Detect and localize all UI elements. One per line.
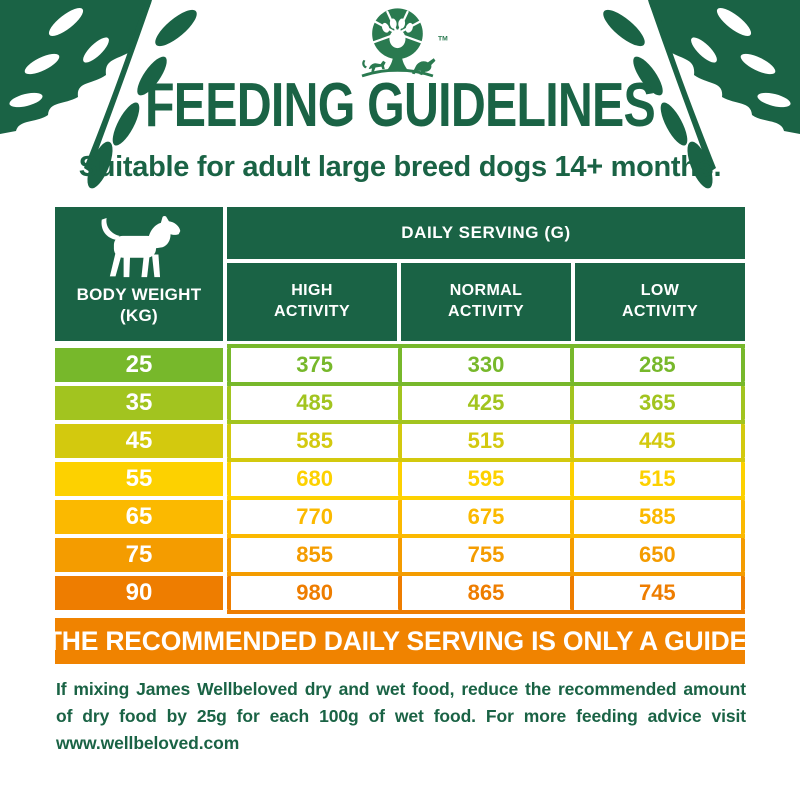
serving-cell-high: 375	[227, 348, 399, 382]
serving-cell-normal: 330	[398, 348, 570, 382]
guide-banner: THE RECOMMENDED DAILY SERVING IS ONLY A …	[46, 618, 754, 664]
header-separator	[223, 207, 227, 341]
serving-cell-low: 745	[569, 576, 745, 610]
feeding-table: BODY WEIGHT (KG) DAILY SERVING (G) HIGH A…	[55, 207, 745, 614]
serving-cell-normal: 865	[398, 576, 570, 610]
daily-serving-header: DAILY SERVING (G)	[227, 207, 745, 259]
body-weight-cell: 25	[55, 348, 223, 382]
serving-cell-low: 650	[569, 538, 745, 572]
serving-cell-high: 585	[227, 424, 399, 458]
body-weight-label: BODY WEIGHT (KG)	[76, 285, 202, 326]
body-weight-cell: 65	[55, 500, 223, 534]
body-weight-cell: 55	[55, 462, 223, 496]
body-weight-cell: 75	[55, 538, 223, 572]
serving-cell-low: 445	[569, 424, 745, 458]
serving-cell-normal: 675	[398, 500, 570, 534]
body-weight-cell: 35	[55, 386, 223, 420]
serving-cell-high: 770	[227, 500, 399, 534]
table-row: 75 855 755 650	[55, 538, 745, 576]
column-header-high: HIGH ACTIVITY	[227, 263, 397, 341]
serving-cell-high: 980	[227, 576, 399, 610]
footer-line: If mixing James Wellbeloved dry and wet …	[56, 679, 746, 699]
table-row: 45 585 515 445	[55, 424, 745, 462]
serving-cell-normal: 425	[398, 386, 570, 420]
table-row: 90 980 865 745	[55, 576, 745, 614]
body-weight-cell: 90	[55, 576, 223, 610]
column-header-normal: NORMAL ACTIVITY	[401, 263, 571, 341]
dog-icon	[101, 216, 181, 278]
serving-cell-normal: 755	[398, 538, 570, 572]
table-row: 25 375 330 285	[55, 344, 745, 386]
tree-paw-logo-icon: TM	[361, 8, 448, 78]
page-subtitle: Suitable for adult large breed dogs 14+ …	[78, 151, 722, 183]
serving-cell-normal: 595	[398, 462, 570, 496]
serving-cell-low: 365	[569, 386, 745, 420]
serving-cell-low: 585	[569, 500, 745, 534]
table-body: 25 375 330 285 35 485 425 365 45 585 515	[55, 344, 745, 614]
table-row: 65 770 675 585	[55, 500, 745, 538]
table-header: BODY WEIGHT (KG) DAILY SERVING (G) HIGH A…	[55, 207, 745, 341]
table-row: 35 485 425 365	[55, 386, 745, 424]
serving-cell-low: 285	[569, 348, 745, 382]
footer-note: If mixing James Wellbeloved dry and wet …	[56, 676, 746, 757]
serving-cell-high: 680	[227, 462, 399, 496]
serving-cell-high: 855	[227, 538, 399, 572]
footer-line: of dry food by 25g for each 100g of wet …	[56, 706, 746, 727]
body-weight-cell: 45	[55, 424, 223, 458]
header-separator	[227, 259, 745, 263]
body-weight-header-cell: BODY WEIGHT (KG)	[55, 207, 223, 341]
column-header-low: LOW ACTIVITY	[575, 263, 745, 341]
footer-website: www.wellbeloved.com	[56, 733, 240, 754]
page-title: FEEDING GUIDELINES	[145, 71, 656, 140]
serving-cell-normal: 515	[398, 424, 570, 458]
serving-cell-low: 515	[569, 462, 745, 496]
trademark-symbol: TM	[438, 35, 448, 42]
serving-cell-high: 485	[227, 386, 399, 420]
table-row: 55 680 595 515	[55, 462, 745, 500]
